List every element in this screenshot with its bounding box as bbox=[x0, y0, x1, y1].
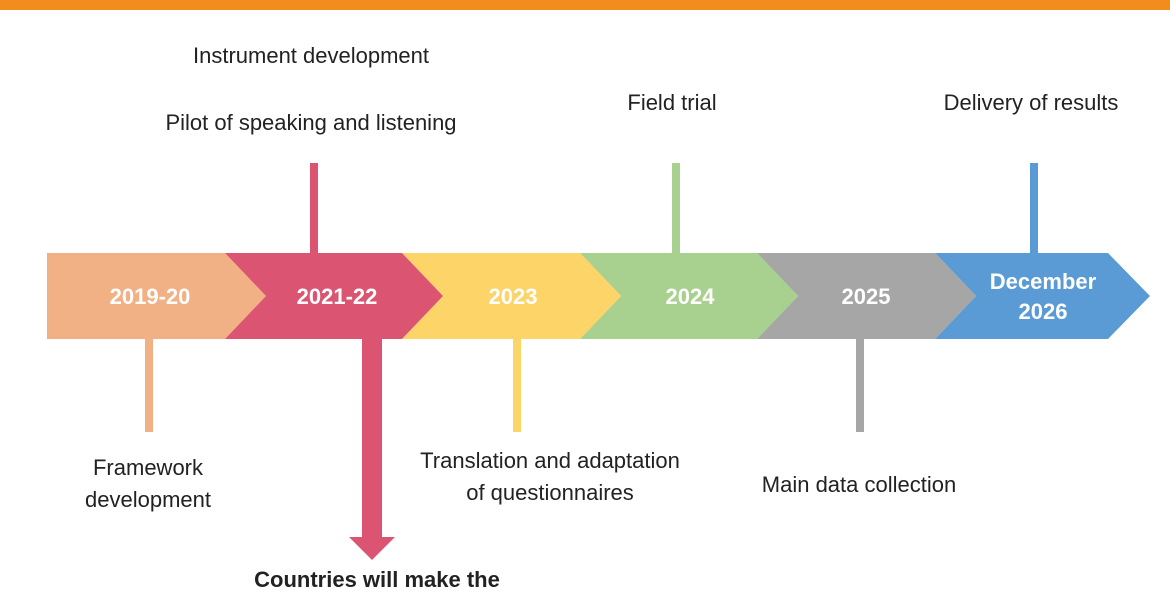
segment-label-2026: 2026 bbox=[1019, 299, 1068, 324]
segment-label-december: December bbox=[990, 269, 1097, 294]
connector-2021-22-up bbox=[310, 163, 318, 255]
connector-2026-up bbox=[1030, 163, 1038, 255]
down-arrow-shaft bbox=[362, 338, 382, 538]
connector-2023-down bbox=[513, 338, 521, 432]
label-translation-line2: of questionnaires bbox=[466, 480, 634, 505]
label-pilot-speaking-listening: Pilot of speaking and listening bbox=[165, 110, 457, 135]
label-instrument-development: Instrument development bbox=[192, 43, 430, 68]
segment-label-2025: 2025 bbox=[842, 284, 891, 309]
segment-2023 bbox=[402, 253, 621, 339]
label-main-data-collection: Main data collection bbox=[761, 472, 957, 497]
connector-2024-up bbox=[672, 163, 680, 255]
label-framework-development-line1: Framework bbox=[92, 455, 204, 480]
down-arrow-head bbox=[349, 537, 395, 560]
label-field-trial: Field trial bbox=[627, 90, 717, 115]
segment-label-2023: 2023 bbox=[489, 284, 538, 309]
segment-2024 bbox=[580, 253, 798, 339]
segment-label-2021-22: 2021-22 bbox=[297, 284, 378, 309]
segment-december-2026 bbox=[935, 253, 1150, 339]
label-framework-development-line2: development bbox=[85, 487, 211, 512]
segment-2021-22 bbox=[225, 253, 443, 339]
segment-2019-20 bbox=[47, 253, 266, 339]
top-rule bbox=[0, 0, 1170, 10]
segment-2025 bbox=[757, 253, 976, 339]
segment-label-2019-20: 2019-20 bbox=[110, 284, 191, 309]
label-delivery-of-results: Delivery of results bbox=[943, 90, 1119, 115]
segment-label-2024: 2024 bbox=[666, 284, 716, 309]
connector-2019-20-down bbox=[145, 338, 153, 432]
label-translation-line1: Translation and adaptation bbox=[420, 448, 680, 473]
connector-2025-down bbox=[856, 338, 864, 432]
label-countries-will-make-the: Countries will make the bbox=[254, 567, 500, 592]
